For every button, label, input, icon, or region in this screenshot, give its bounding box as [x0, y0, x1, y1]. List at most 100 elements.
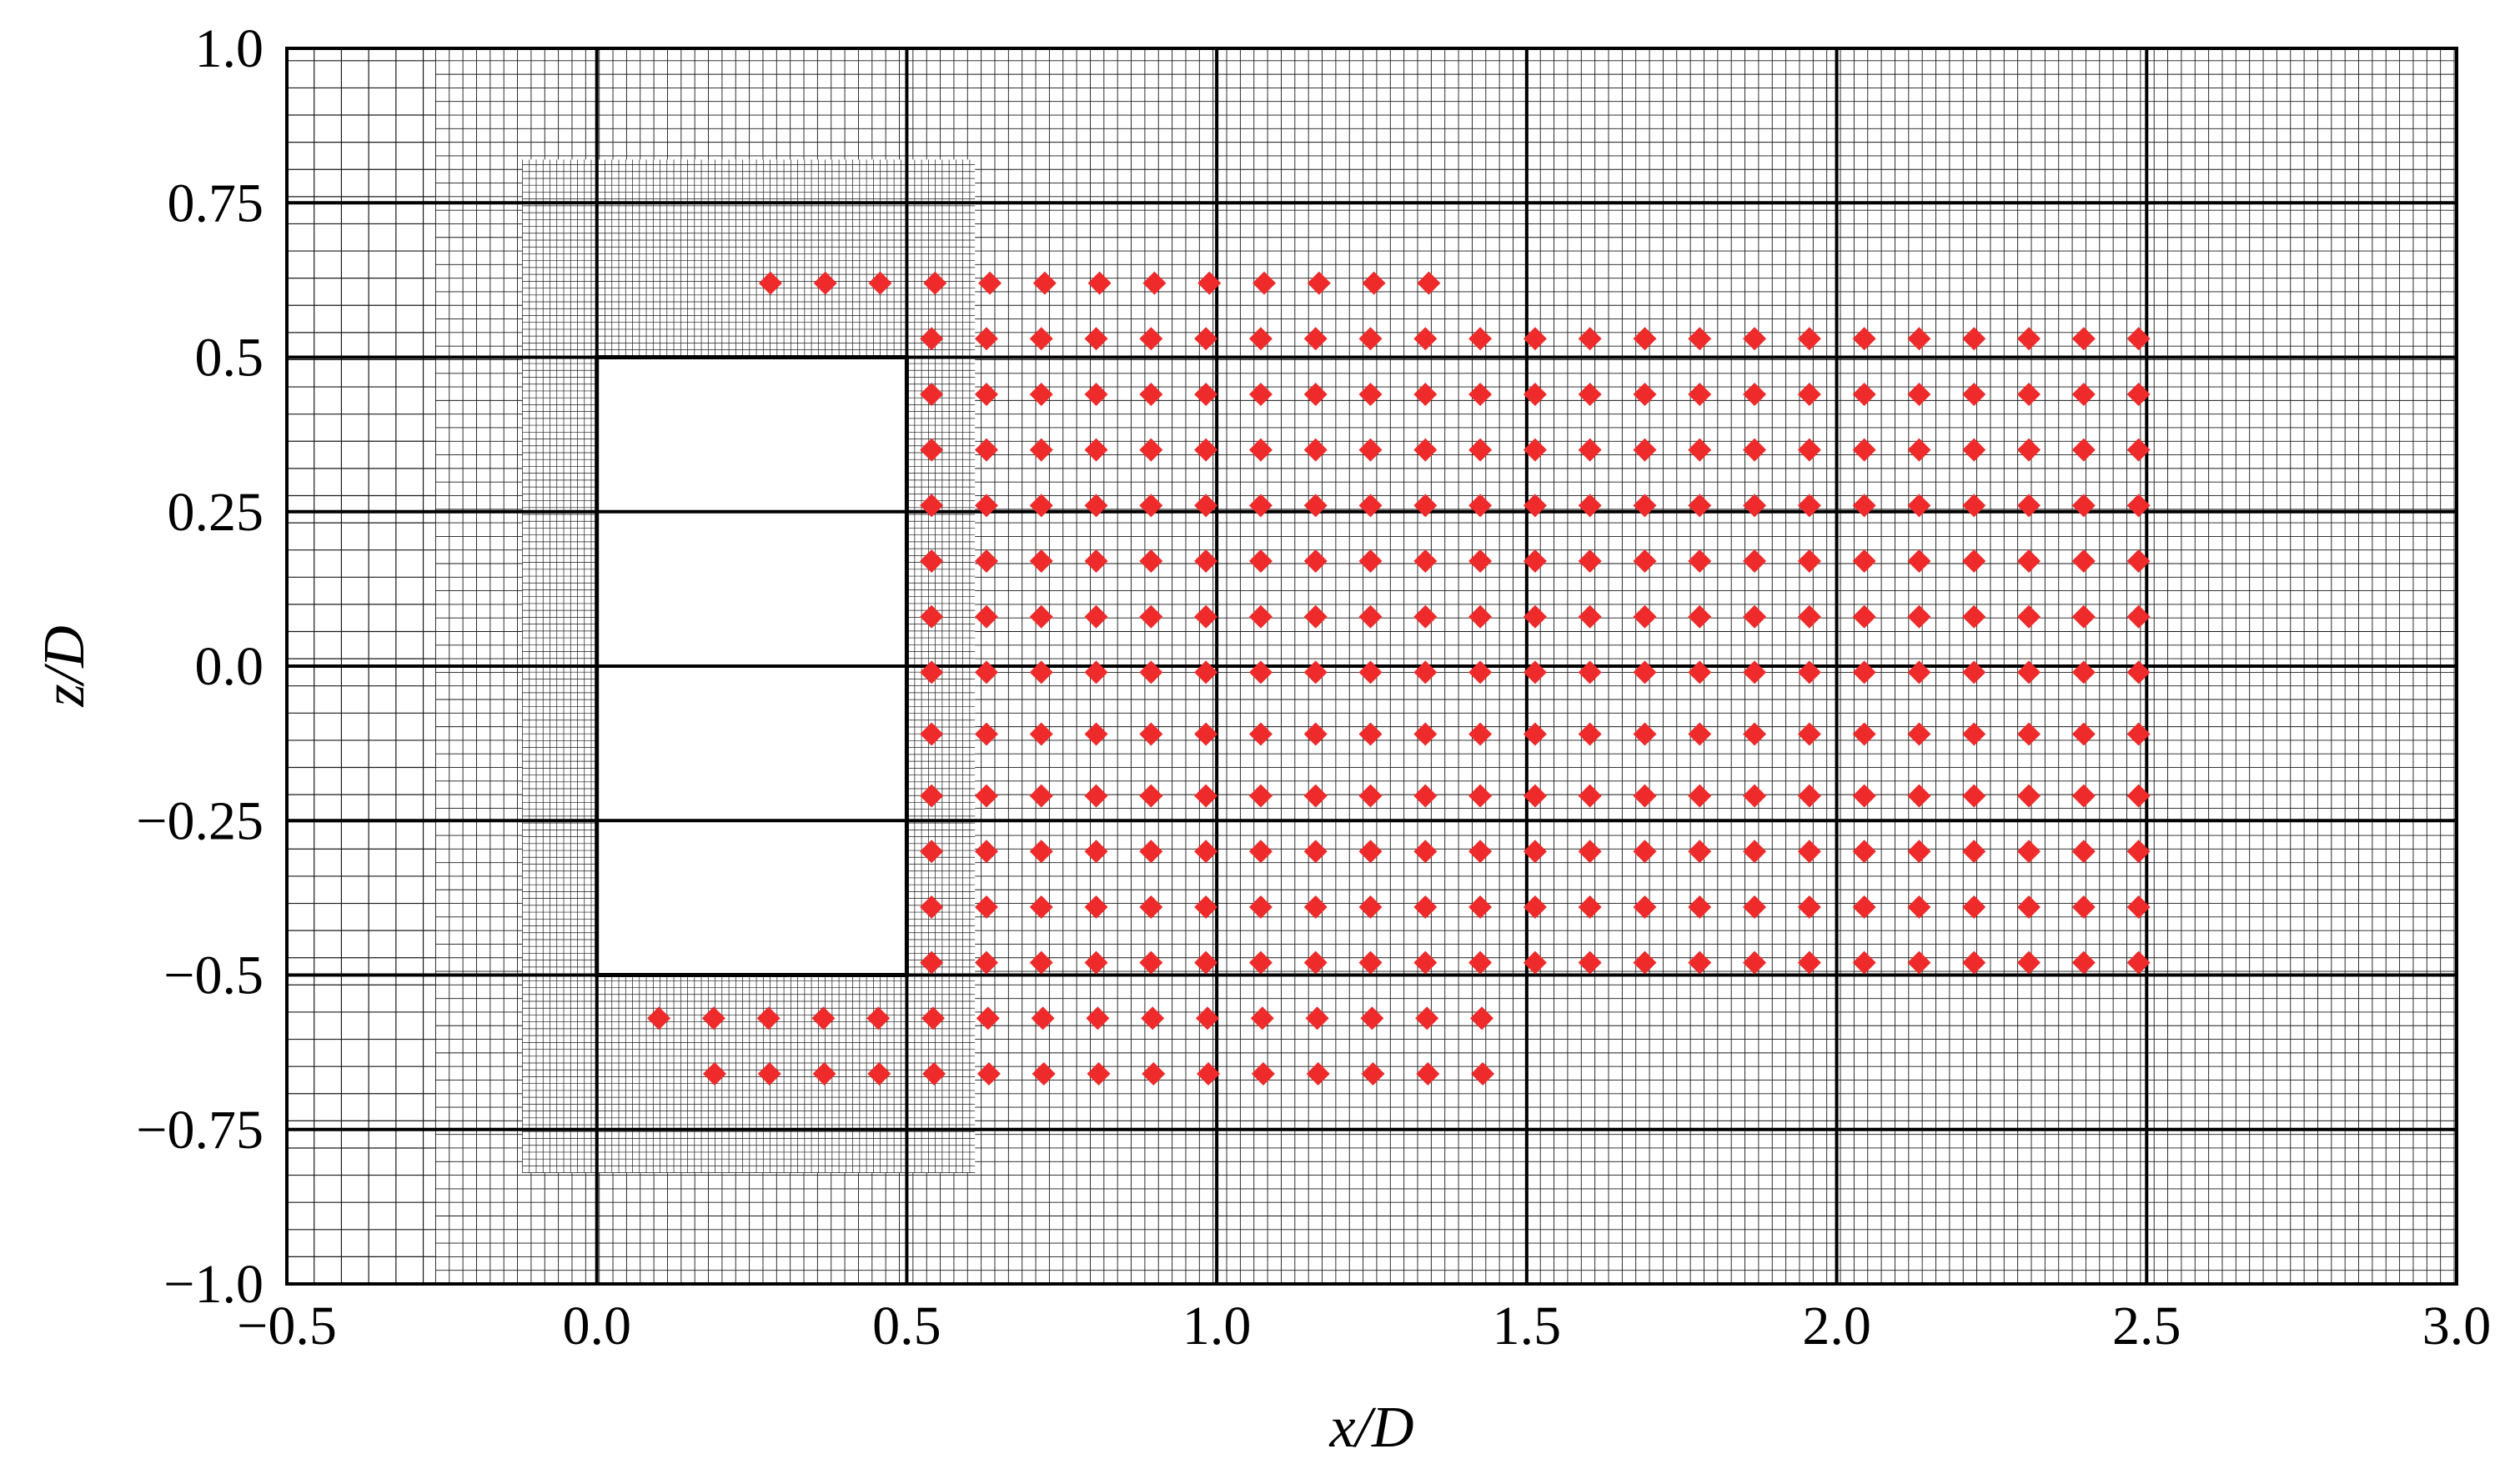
- probe-marker: [1907, 549, 1931, 574]
- x-tick-label: 0.5: [872, 1296, 941, 1356]
- probe-marker: [1633, 660, 1657, 684]
- x-tick-label: 2.5: [2112, 1296, 2181, 1356]
- probe-marker: [1029, 438, 1053, 462]
- probe-marker: [1633, 895, 1657, 919]
- probe-marker: [2071, 660, 2096, 684]
- probe-marker: [1142, 1062, 1166, 1086]
- x-tick-label: 1.5: [1493, 1296, 1562, 1356]
- probe-marker: [1251, 1062, 1275, 1086]
- probe-marker: [1303, 784, 1328, 808]
- probe-marker: [1029, 950, 1053, 975]
- probe-marker: [1743, 950, 1767, 975]
- probe-marker: [2071, 327, 2096, 351]
- probe-marker: [1195, 1006, 1219, 1030]
- probe-marker: [1797, 382, 1821, 406]
- probe-marker: [1139, 327, 1163, 351]
- probe-marker: [1413, 604, 1438, 629]
- probe-marker: [1139, 382, 1163, 406]
- probe-marker: [974, 950, 998, 975]
- probe-marker: [1248, 895, 1273, 919]
- probe-marker: [1358, 840, 1383, 864]
- probe-marker: [811, 1006, 836, 1030]
- probe-marker: [1907, 327, 1931, 351]
- probe-marker: [1962, 494, 1986, 518]
- probe-marker: [920, 382, 944, 406]
- probe-marker: [920, 660, 944, 684]
- probe-marker: [1688, 382, 1712, 406]
- y-axis-label: z/D: [33, 625, 97, 707]
- probe-marker: [1688, 895, 1712, 919]
- probe-marker: [1688, 784, 1712, 808]
- probe-marker: [921, 1006, 946, 1030]
- probe-marker: [1029, 494, 1053, 518]
- probe-marker: [974, 549, 998, 574]
- probe-marker: [2017, 494, 2041, 518]
- probe-marker: [1362, 271, 1386, 295]
- probe-marker: [1303, 438, 1328, 462]
- x-tick-label: 2.0: [1802, 1296, 1871, 1356]
- probe-marker: [1029, 660, 1053, 684]
- x-tick-label: −0.5: [237, 1296, 337, 1356]
- probe-marker: [2017, 438, 2041, 462]
- probe-marker: [1688, 604, 1712, 629]
- probe-marker: [1797, 950, 1821, 975]
- probe-marker: [2071, 840, 2096, 864]
- probe-marker: [2126, 895, 2151, 919]
- probe-marker: [1139, 895, 1163, 919]
- probe-marker: [1852, 438, 1876, 462]
- probe-marker: [1523, 950, 1547, 975]
- probe-marker: [1248, 840, 1273, 864]
- probe-marker: [1743, 840, 1767, 864]
- probe-marker: [1468, 895, 1493, 919]
- probe-marker: [1029, 722, 1053, 746]
- probe-marker: [920, 895, 944, 919]
- probe-marker: [1029, 382, 1053, 406]
- probe-marker: [757, 1062, 781, 1086]
- probe-marker: [2017, 327, 2041, 351]
- probe-markers: [647, 271, 2151, 1086]
- probe-marker: [1139, 660, 1163, 684]
- probe-marker: [1907, 494, 1931, 518]
- probe-marker: [1248, 660, 1273, 684]
- probe-marker: [1633, 604, 1657, 629]
- probe-marker: [920, 840, 944, 864]
- probe-marker: [1303, 660, 1328, 684]
- probe-marker: [1688, 660, 1712, 684]
- probe-marker: [1417, 271, 1441, 295]
- probe-marker: [976, 1006, 1000, 1030]
- probe-marker: [1743, 494, 1767, 518]
- probe-marker: [1852, 604, 1876, 629]
- probe-marker: [1084, 840, 1108, 864]
- probe-marker: [2126, 950, 2151, 975]
- x-axis-label: x/D: [1328, 1396, 1413, 1460]
- probe-marker: [1578, 549, 1602, 574]
- probe-marker: [1907, 382, 1931, 406]
- probe-marker: [1633, 840, 1657, 864]
- probe-marker: [1962, 784, 1986, 808]
- probe-marker: [1358, 494, 1383, 518]
- probe-marker: [1139, 604, 1163, 629]
- probe-marker: [1194, 784, 1218, 808]
- probe-marker: [1197, 1062, 1221, 1086]
- probe-marker: [1523, 840, 1547, 864]
- probe-marker: [1523, 722, 1547, 746]
- x-tick-labels: −0.5 0.0 0.5 1.0 1.5 2.0 2.5 3.0: [237, 1296, 2491, 1356]
- probe-marker: [1248, 950, 1273, 975]
- probe-marker: [1468, 722, 1493, 746]
- probe-marker: [1633, 722, 1657, 746]
- probe-marker: [922, 1062, 946, 1086]
- probe-marker: [923, 271, 947, 295]
- probe-marker: [1962, 438, 1986, 462]
- probe-marker: [1578, 604, 1602, 629]
- probe-marker: [1358, 950, 1383, 975]
- probe-marker: [1578, 327, 1602, 351]
- probe-marker: [1633, 950, 1657, 975]
- probe-marker: [866, 1006, 891, 1030]
- probe-marker: [1797, 895, 1821, 919]
- probe-marker: [1688, 840, 1712, 864]
- probe-marker: [1084, 382, 1108, 406]
- probe-marker: [1029, 327, 1053, 351]
- probe-marker: [1797, 438, 1821, 462]
- probe-marker: [1523, 604, 1547, 629]
- probe-marker: [1688, 327, 1712, 351]
